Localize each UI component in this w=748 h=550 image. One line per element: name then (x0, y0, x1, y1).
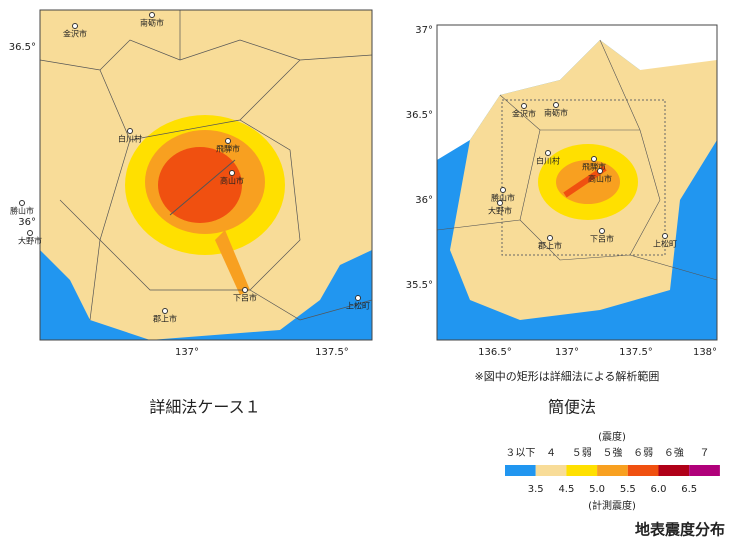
legend-title: (震度) (598, 430, 626, 443)
legend-unit: (計測震度) (588, 499, 636, 512)
place-marker (500, 187, 506, 193)
lat-label: 37° (415, 25, 433, 36)
place-marker (27, 230, 33, 236)
place-label: 郡上市 (538, 241, 562, 251)
place-marker (355, 295, 361, 301)
legend-swatch (689, 465, 720, 476)
place-label: 金沢市 (512, 109, 536, 119)
legend-swatch (566, 465, 598, 476)
place-label: 高山市 (220, 176, 244, 186)
legend-class: ５強 (602, 446, 622, 459)
legend-swatch (658, 465, 690, 476)
place-marker (242, 287, 248, 293)
place-label: 白川村 (118, 134, 142, 144)
legend-class: ３以下 (505, 448, 535, 459)
place-label: 下呂市 (233, 293, 257, 303)
place-marker (229, 170, 235, 176)
lon-label: 137° (175, 347, 199, 358)
place-label: 大野市 (18, 236, 42, 246)
legend-class: ６強 (664, 446, 684, 459)
figure-title: 地表震度分布 (635, 521, 725, 539)
lat-label: 36° (415, 195, 433, 206)
lon-label: 136.5° (478, 347, 512, 358)
place-marker (521, 103, 527, 109)
place-label: 白川村 (536, 156, 560, 166)
legend-class: ５弱 (572, 447, 592, 459)
place-label: 下呂市 (590, 234, 614, 244)
legend-swatch (535, 465, 567, 476)
place-marker (591, 156, 597, 162)
place-marker (547, 235, 553, 241)
note: ※図中の矩形は詳細法による解析範囲 (475, 369, 660, 383)
place-marker (72, 23, 78, 29)
legend-boundary: 3.5 (528, 484, 544, 495)
place-marker (545, 150, 551, 156)
lon-label: 138° (693, 347, 717, 358)
legend-boundary: 5.0 (589, 484, 605, 495)
place-label: 勝山市 (10, 206, 34, 216)
place-label: 上松町 (346, 301, 370, 311)
place-label: 勝山市 (491, 193, 515, 203)
place-marker (553, 102, 559, 108)
lat-label: 36.5° (406, 110, 433, 121)
left-caption: 詳細法ケース１ (149, 398, 260, 417)
legend-swatch (627, 465, 659, 476)
place-marker (597, 168, 603, 174)
right-map (437, 25, 717, 340)
right-caption: 簡便法 (548, 398, 596, 417)
place-label: 高山市 (588, 174, 612, 184)
legend-class: ４ (546, 448, 556, 459)
place-marker (599, 228, 605, 234)
place-marker (497, 200, 503, 206)
legend-class: ６弱 (633, 447, 653, 459)
place-label: 郡上市 (153, 314, 177, 324)
place-marker (162, 308, 168, 314)
legend-boundary: 4.5 (558, 484, 574, 495)
lat-label: 36.5° (9, 42, 36, 53)
lat-label: 36° (18, 217, 36, 228)
lon-label: 137.5° (315, 347, 349, 358)
place-marker (225, 138, 231, 144)
place-marker (127, 128, 133, 134)
place-marker (662, 233, 668, 239)
place-label: 南砺市 (544, 108, 568, 118)
legend-boundary: 6.0 (651, 484, 667, 495)
legend-swatch (505, 465, 536, 476)
lon-label: 137.5° (619, 347, 653, 358)
place-marker (149, 12, 155, 18)
place-label: 上松町 (653, 239, 677, 249)
place-marker (19, 200, 25, 206)
lat-label: 35.5° (406, 280, 433, 291)
place-label: 飛騨市 (582, 162, 606, 172)
place-label: 南砺市 (140, 18, 164, 28)
place-label: 飛騨市 (216, 144, 240, 154)
legend-swatch (597, 465, 628, 476)
legend-boundary: 6.5 (681, 484, 697, 495)
legend-boundary: 5.5 (620, 484, 636, 495)
place-label: 大野市 (488, 206, 512, 216)
legend-class: ７ (700, 448, 710, 459)
lon-label: 137° (555, 347, 579, 358)
place-label: 金沢市 (63, 29, 87, 39)
left-map (40, 10, 372, 340)
